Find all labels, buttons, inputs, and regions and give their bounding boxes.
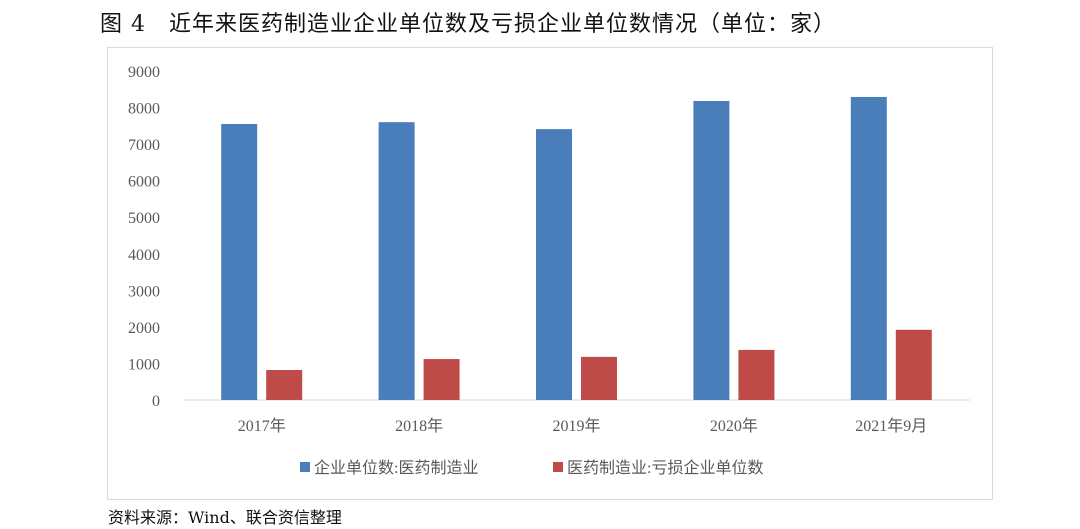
y-tick-label: 1000 (128, 356, 160, 373)
legend-swatch (300, 462, 310, 472)
bar-loss-enterprises (738, 349, 775, 400)
bar-loss-enterprises (581, 356, 617, 400)
y-tick-label: 8000 (128, 101, 160, 118)
bar-enterprises (378, 122, 415, 400)
y-tick-label: 3000 (128, 283, 160, 300)
bar-enterprises (536, 129, 572, 400)
y-tick-label: 7000 (128, 137, 160, 154)
legend-label: 企业单位数:医药制造业 (314, 459, 478, 477)
y-tick-label: 9000 (128, 64, 160, 81)
bar-enterprises (693, 100, 730, 400)
bar-loss-enterprises (423, 359, 460, 400)
y-tick-label: 6000 (128, 174, 160, 191)
bar-enterprises (850, 96, 887, 401)
x-tick-label: 2019年 (552, 417, 600, 435)
chart-frame (107, 47, 993, 500)
legend-label: 医药制造业:亏损企业单位数 (567, 459, 763, 477)
y-tick-label: 4000 (128, 247, 160, 264)
bar-loss-enterprises (895, 329, 932, 400)
bar-loss-enterprises (266, 370, 303, 400)
source-note: 资料来源：Wind、联合资信整理 (108, 508, 342, 527)
y-tick-label: 5000 (128, 210, 160, 227)
y-tick-label: 0 (152, 393, 160, 410)
figure-title: 图 4 近年来医药制造业企业单位数及亏损企业单位数情况（单位：家） (100, 12, 836, 37)
y-tick-label: 2000 (128, 320, 160, 337)
x-tick-label: 2020年 (710, 417, 758, 435)
x-tick-label: 2017年 (238, 417, 286, 435)
legend-swatch (553, 462, 563, 472)
x-tick-label: 2018年 (395, 417, 443, 435)
bar-enterprises (221, 124, 258, 400)
x-tick-label: 2021年9月 (855, 417, 927, 435)
